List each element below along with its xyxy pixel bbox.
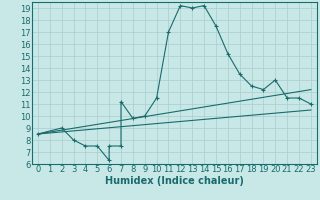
X-axis label: Humidex (Indice chaleur): Humidex (Indice chaleur) bbox=[105, 176, 244, 186]
